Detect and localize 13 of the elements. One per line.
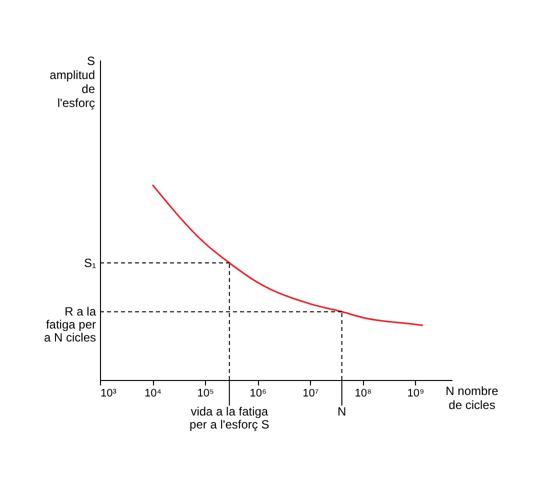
x-axis-title: N nombre de cicles — [446, 384, 499, 412]
ref-line-label: R a la fatiga per a N cicles — [44, 304, 96, 345]
ref-line-label: S₁ — [84, 256, 96, 270]
x-tick-label: 10⁷ — [302, 388, 319, 400]
ref-line-label: vida a la fatiga per a l'esforç S — [190, 404, 270, 432]
text: S amplitud de l'esforç — [50, 54, 96, 110]
x-tick-label: 10⁵ — [197, 388, 214, 400]
x-tick-label: 10⁶ — [250, 388, 267, 400]
x-tick-label: 10⁸ — [354, 388, 372, 400]
x-tick-label: 10⁴ — [144, 388, 162, 400]
x-tick-label: 10⁹ — [407, 388, 424, 400]
x-tick-label: 10³ — [100, 388, 117, 400]
ref-line-label: N — [337, 404, 346, 419]
